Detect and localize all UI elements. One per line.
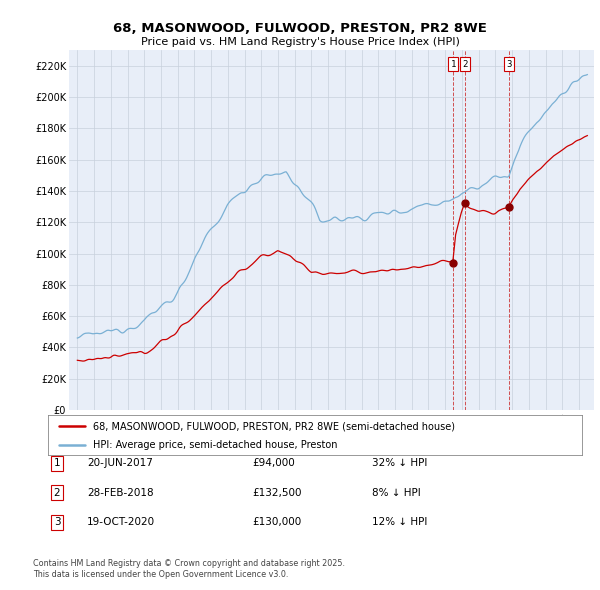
Text: 2: 2 — [462, 60, 467, 68]
Text: 8% ↓ HPI: 8% ↓ HPI — [372, 488, 421, 497]
Text: 3: 3 — [506, 60, 511, 68]
Text: 1: 1 — [451, 60, 456, 68]
Text: 28-FEB-2018: 28-FEB-2018 — [87, 488, 154, 497]
Text: £94,000: £94,000 — [252, 458, 295, 468]
Text: This data is licensed under the Open Government Licence v3.0.: This data is licensed under the Open Gov… — [33, 570, 289, 579]
Text: 68, MASONWOOD, FULWOOD, PRESTON, PR2 8WE (semi-detached house): 68, MASONWOOD, FULWOOD, PRESTON, PR2 8WE… — [94, 421, 455, 431]
Text: 2: 2 — [53, 488, 61, 497]
Text: 68, MASONWOOD, FULWOOD, PRESTON, PR2 8WE: 68, MASONWOOD, FULWOOD, PRESTON, PR2 8WE — [113, 22, 487, 35]
Text: Contains HM Land Registry data © Crown copyright and database right 2025.: Contains HM Land Registry data © Crown c… — [33, 559, 345, 568]
Text: HPI: Average price, semi-detached house, Preston: HPI: Average price, semi-detached house,… — [94, 440, 338, 450]
Text: £130,000: £130,000 — [252, 517, 301, 527]
Text: 12% ↓ HPI: 12% ↓ HPI — [372, 517, 427, 527]
Text: 1: 1 — [53, 458, 61, 468]
Text: 20-JUN-2017: 20-JUN-2017 — [87, 458, 153, 468]
Text: 3: 3 — [53, 517, 61, 527]
Text: £132,500: £132,500 — [252, 488, 302, 497]
Text: Price paid vs. HM Land Registry's House Price Index (HPI): Price paid vs. HM Land Registry's House … — [140, 37, 460, 47]
Text: 19-OCT-2020: 19-OCT-2020 — [87, 517, 155, 527]
Text: 32% ↓ HPI: 32% ↓ HPI — [372, 458, 427, 468]
